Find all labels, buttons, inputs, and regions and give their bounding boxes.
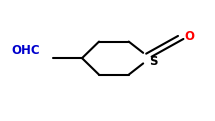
Text: O: O [184, 30, 194, 43]
Text: OHC: OHC [11, 44, 40, 57]
Text: S: S [149, 55, 157, 68]
